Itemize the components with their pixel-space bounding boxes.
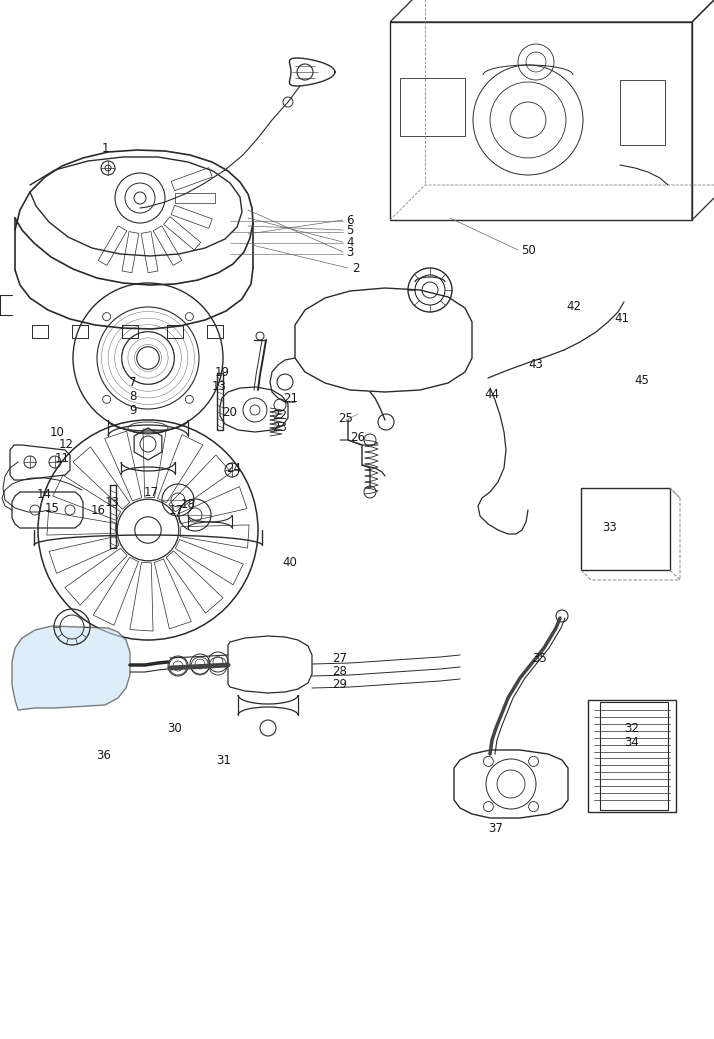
Text: 13: 13 [211,379,226,393]
Text: 34: 34 [625,736,640,748]
Text: 2: 2 [352,262,360,274]
Text: 18: 18 [181,498,196,510]
Text: 41: 41 [615,312,630,324]
Text: 33: 33 [603,521,618,533]
Text: 29: 29 [333,677,348,691]
Text: 43: 43 [528,357,543,371]
Text: 17: 17 [144,485,159,499]
Text: 45: 45 [635,373,650,387]
Text: 28: 28 [333,665,348,677]
Bar [620,80,665,145]
Text: 32: 32 [625,721,640,735]
Text: 12: 12 [59,437,74,451]
Text: 50: 50 [521,243,536,257]
Text: 31: 31 [216,753,231,767]
Text: 30: 30 [168,721,182,735]
Text: 7: 7 [129,375,137,389]
Text: 8: 8 [129,390,136,402]
Text: 42: 42 [566,299,581,313]
Text: 26: 26 [351,430,366,444]
Text: 27: 27 [333,651,348,665]
Text: 6: 6 [346,213,353,227]
Text: 4: 4 [346,236,353,248]
Text: 24: 24 [226,461,241,475]
Text: 10: 10 [49,426,64,438]
Text: 17: 17 [169,504,183,516]
Text: 16: 16 [91,504,106,516]
Text: 36: 36 [96,748,111,762]
Text: 3: 3 [346,245,353,259]
Text: 13: 13 [104,496,119,508]
Text: 37: 37 [488,822,503,834]
Bar [400,78,465,136]
Text: 40: 40 [283,556,298,568]
Polygon shape [12,627,130,710]
Text: 22: 22 [273,408,288,422]
Text: 25: 25 [338,411,353,425]
Text: 44: 44 [485,388,500,400]
Text: 14: 14 [36,487,51,501]
Text: 35: 35 [533,651,548,665]
Text: 1: 1 [101,141,109,155]
Text: 11: 11 [54,452,69,464]
Text: 15: 15 [44,502,59,514]
Text: 19: 19 [214,366,229,378]
Text: 21: 21 [283,392,298,404]
Bar [600,702,668,810]
Bar [588,700,676,812]
Text: 23: 23 [273,421,288,433]
Text: 9: 9 [129,403,137,417]
Text: 5: 5 [346,223,353,237]
Text: 20: 20 [223,405,238,419]
Bar [390,22,692,220]
